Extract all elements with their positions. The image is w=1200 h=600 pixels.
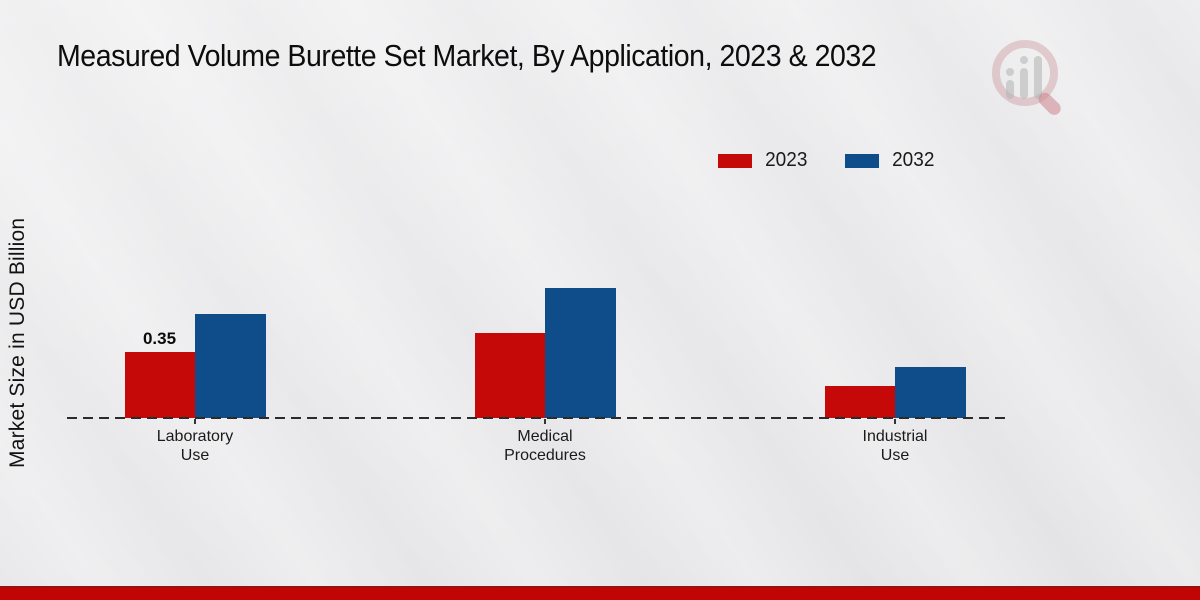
bar-2032-medical-procedures xyxy=(545,288,616,418)
legend-label-2032: 2032 xyxy=(891,149,934,171)
bar-2023-medical-procedures xyxy=(474,333,545,418)
legend-item-2023: 2023 xyxy=(718,149,809,172)
bottom-accent-bar xyxy=(0,586,1200,600)
bar-2023-industrial-use xyxy=(824,386,895,418)
category-label-laboratory-use: Laboratory Use xyxy=(156,428,234,464)
bar-2032-laboratory-use xyxy=(195,314,266,418)
magnifier-bar-chart-logo-icon xyxy=(992,40,1061,115)
legend-label-2023: 2023 xyxy=(765,149,808,171)
legend-swatch-2023 xyxy=(718,153,752,168)
data-label-2023-laboratory-use: 0.35 xyxy=(142,329,177,348)
bar-2023-laboratory-use xyxy=(124,352,195,418)
legend-swatch-2032 xyxy=(844,153,879,168)
x-axis-tick-medical-procedures xyxy=(544,419,546,424)
category-label-medical-procedures: Medical Procedures xyxy=(504,428,586,464)
chart-title: Measured Volume Burette Set Market, By A… xyxy=(57,38,877,73)
category-label-industrial-use: Industrial Use xyxy=(862,428,928,464)
x-axis-tick-laboratory-use xyxy=(194,419,196,424)
bar-2032-industrial-use xyxy=(895,367,966,418)
y-axis-label: Market Size in USD Billion xyxy=(6,217,29,468)
legend-item-2032: 2032 xyxy=(844,149,936,172)
x-axis-baseline xyxy=(67,417,1009,419)
x-axis-tick-industrial-use xyxy=(894,419,896,424)
legend: 2023 2032 xyxy=(718,149,935,172)
